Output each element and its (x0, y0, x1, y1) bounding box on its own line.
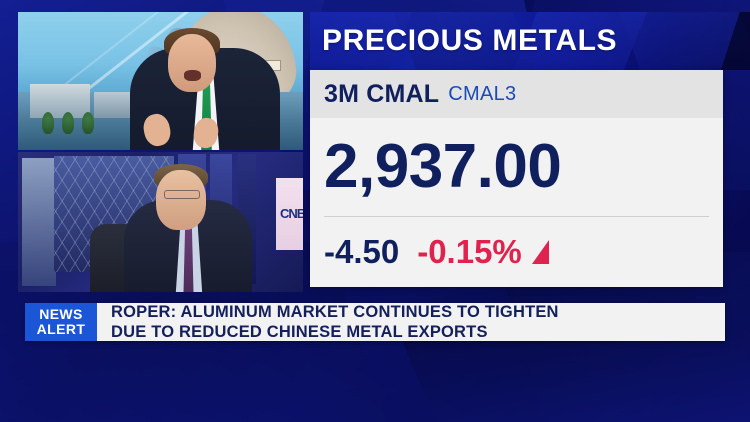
guest-glasses (164, 190, 200, 199)
change-absolute: -4.50 (324, 232, 400, 270)
palm-tree (82, 112, 94, 134)
quote-card: 3M CMAL CMAL3 2,937.00 -4.50 -0.15% (310, 70, 723, 287)
ticker-row: 3M CMAL CMAL3 (310, 70, 723, 118)
guest-video-feed[interactable]: CNBC (18, 152, 303, 292)
news-alert-banner: NEWS ALERT ROPER: ALUMINUM MARKET CONTIN… (25, 303, 725, 341)
headline-line-2: DUE TO REDUCED CHINESE METAL EXPORTS (111, 323, 488, 341)
palm-tree (62, 112, 74, 134)
ticker-symbol: 3M CMAL (324, 79, 440, 108)
studio-screen (22, 158, 56, 286)
ticker-code: CMAL3 (448, 82, 517, 105)
city-building (30, 84, 90, 118)
change-row: -4.50 -0.15% (310, 217, 723, 286)
anchor-video-feed[interactable] (18, 12, 303, 150)
anchor-green-tie (201, 78, 212, 150)
price-row: 2,937.00 (310, 118, 723, 216)
network-logo: CNBC (280, 206, 303, 221)
panel-header-band (310, 12, 750, 70)
studio-logo-panel (276, 178, 303, 250)
page-title: PRECIOUS METALS (322, 24, 618, 57)
badge-line-1: NEWS (39, 306, 83, 323)
guest-purple-tie (183, 226, 194, 292)
headline-line-1: ROPER: ALUMINUM MARKET CONTINUES TO TIGH… (111, 302, 559, 321)
card-divider (324, 216, 709, 217)
guest-head (156, 170, 206, 230)
badge-line-2: ALERT (36, 321, 86, 337)
anchor-head (168, 34, 216, 92)
change-percent: -0.15% (417, 232, 522, 270)
background-facet (397, 330, 750, 422)
headline-text: ROPER: ALUMINUM MARKET CONTINUES TO TIGH… (97, 303, 725, 341)
last-price: 2,937.00 (324, 132, 562, 201)
triangle-down-icon (531, 239, 549, 264)
anchor-mouth (184, 70, 201, 81)
palm-tree (42, 112, 54, 134)
status-badge: NEWS ALERT (25, 303, 97, 341)
